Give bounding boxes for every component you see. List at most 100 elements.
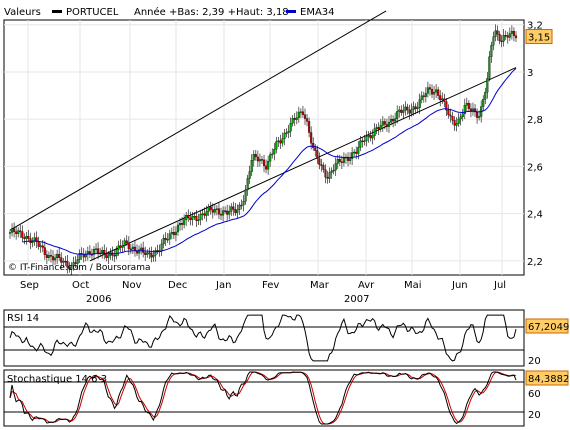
candle-body xyxy=(418,99,421,108)
price-y-tick-label: 2,8 xyxy=(527,115,543,126)
candle-body xyxy=(428,87,432,90)
candle-body xyxy=(314,147,317,151)
candle-body xyxy=(37,241,40,247)
candle-body xyxy=(514,35,518,39)
candle-body xyxy=(449,114,452,117)
candle-body xyxy=(293,118,296,120)
candle-body xyxy=(170,232,173,234)
price-x-tick-label: Sep xyxy=(20,280,39,291)
candle-body xyxy=(127,242,130,250)
candle-body xyxy=(168,233,171,240)
candle-body xyxy=(164,238,167,240)
candle-body xyxy=(482,99,485,107)
candle-body xyxy=(398,109,401,112)
price-y-tick-label: 3,2 xyxy=(527,21,543,32)
candle-body xyxy=(246,178,249,191)
candle-body xyxy=(381,121,384,126)
candle-body xyxy=(160,243,163,251)
candle-body xyxy=(336,159,339,164)
candle-body xyxy=(471,108,475,112)
candle-body xyxy=(330,170,333,173)
candle-body xyxy=(60,257,63,263)
candle-body xyxy=(322,165,325,170)
price-x-tick-label: Nov xyxy=(122,280,142,291)
candle-body xyxy=(351,152,354,159)
candle-body xyxy=(152,255,155,258)
candle-body xyxy=(238,204,241,210)
rsi-line xyxy=(9,314,517,362)
price-y-tick-label: 2,2 xyxy=(527,257,543,268)
candle-body xyxy=(377,127,380,130)
candle-body xyxy=(213,208,216,213)
candle-body xyxy=(76,259,79,264)
candle-body xyxy=(389,119,393,123)
candle-body xyxy=(254,154,257,158)
candle-body xyxy=(240,204,243,207)
candle-body xyxy=(131,246,134,250)
candle-body xyxy=(27,236,30,239)
candle-body xyxy=(305,118,309,122)
candle-body xyxy=(281,138,284,144)
candle-body xyxy=(49,255,53,257)
candle-body xyxy=(455,123,458,126)
candle-body xyxy=(488,56,491,79)
candle-body xyxy=(303,114,307,119)
candle-body xyxy=(154,250,157,256)
candle-body xyxy=(437,89,440,96)
candle-body xyxy=(244,189,247,202)
candle-body xyxy=(248,171,251,179)
candle-body xyxy=(45,254,48,258)
candle-body xyxy=(469,108,472,112)
legend-label-year-range: Année +Bas: 2,39 +Haut: 3,18 xyxy=(134,6,289,18)
candle-body xyxy=(94,248,98,250)
candle-body xyxy=(447,110,450,116)
rsi-last-value: 67,2049 xyxy=(528,322,569,333)
candle-body xyxy=(121,245,124,248)
candle-body xyxy=(443,98,446,102)
candle-body xyxy=(433,92,436,95)
year-label-2006: 2006 xyxy=(86,294,111,305)
candle-body xyxy=(267,160,270,170)
candle-body xyxy=(25,236,28,239)
candle-body xyxy=(445,101,448,111)
candle-body xyxy=(62,260,65,263)
candle-body xyxy=(392,119,395,122)
price-x-tick-label: Jul xyxy=(493,280,506,291)
candle-body xyxy=(140,247,143,250)
candle-body xyxy=(435,89,438,93)
candle-body xyxy=(402,110,405,113)
candle-body xyxy=(371,135,374,139)
candle-body xyxy=(308,121,311,133)
candle-body xyxy=(422,95,425,97)
candle-body xyxy=(297,111,300,118)
legend-label-portucel: PORTUCEL xyxy=(66,7,119,18)
candle-body xyxy=(146,252,149,255)
candle-body xyxy=(35,237,38,243)
candle-body xyxy=(369,135,372,139)
candle-body xyxy=(289,123,292,132)
candle-body xyxy=(74,262,77,264)
price-x-tick-label: Oct xyxy=(72,280,89,291)
candle-body xyxy=(8,232,12,234)
candle-body xyxy=(342,157,345,163)
candle-body xyxy=(21,231,24,238)
candle-body xyxy=(209,206,212,210)
candle-body xyxy=(54,257,57,261)
candle-body xyxy=(226,210,229,215)
candle-body xyxy=(17,230,20,234)
candle-body xyxy=(181,223,184,225)
candle-body xyxy=(15,231,18,234)
candle-body xyxy=(426,87,429,94)
candle-body xyxy=(512,31,516,36)
candle-body xyxy=(383,121,386,125)
candle-body xyxy=(191,216,194,220)
candle-body xyxy=(207,206,210,212)
candle-body xyxy=(365,136,368,142)
candle-body xyxy=(97,248,100,254)
candle-body xyxy=(115,249,118,257)
candle-body xyxy=(242,201,245,206)
candle-body xyxy=(439,95,442,101)
price-panel-frame xyxy=(3,19,525,276)
stoch-panel-title: Stochastique 14 6 3 xyxy=(7,374,107,385)
stoch-tick-20: 20 xyxy=(528,410,541,421)
